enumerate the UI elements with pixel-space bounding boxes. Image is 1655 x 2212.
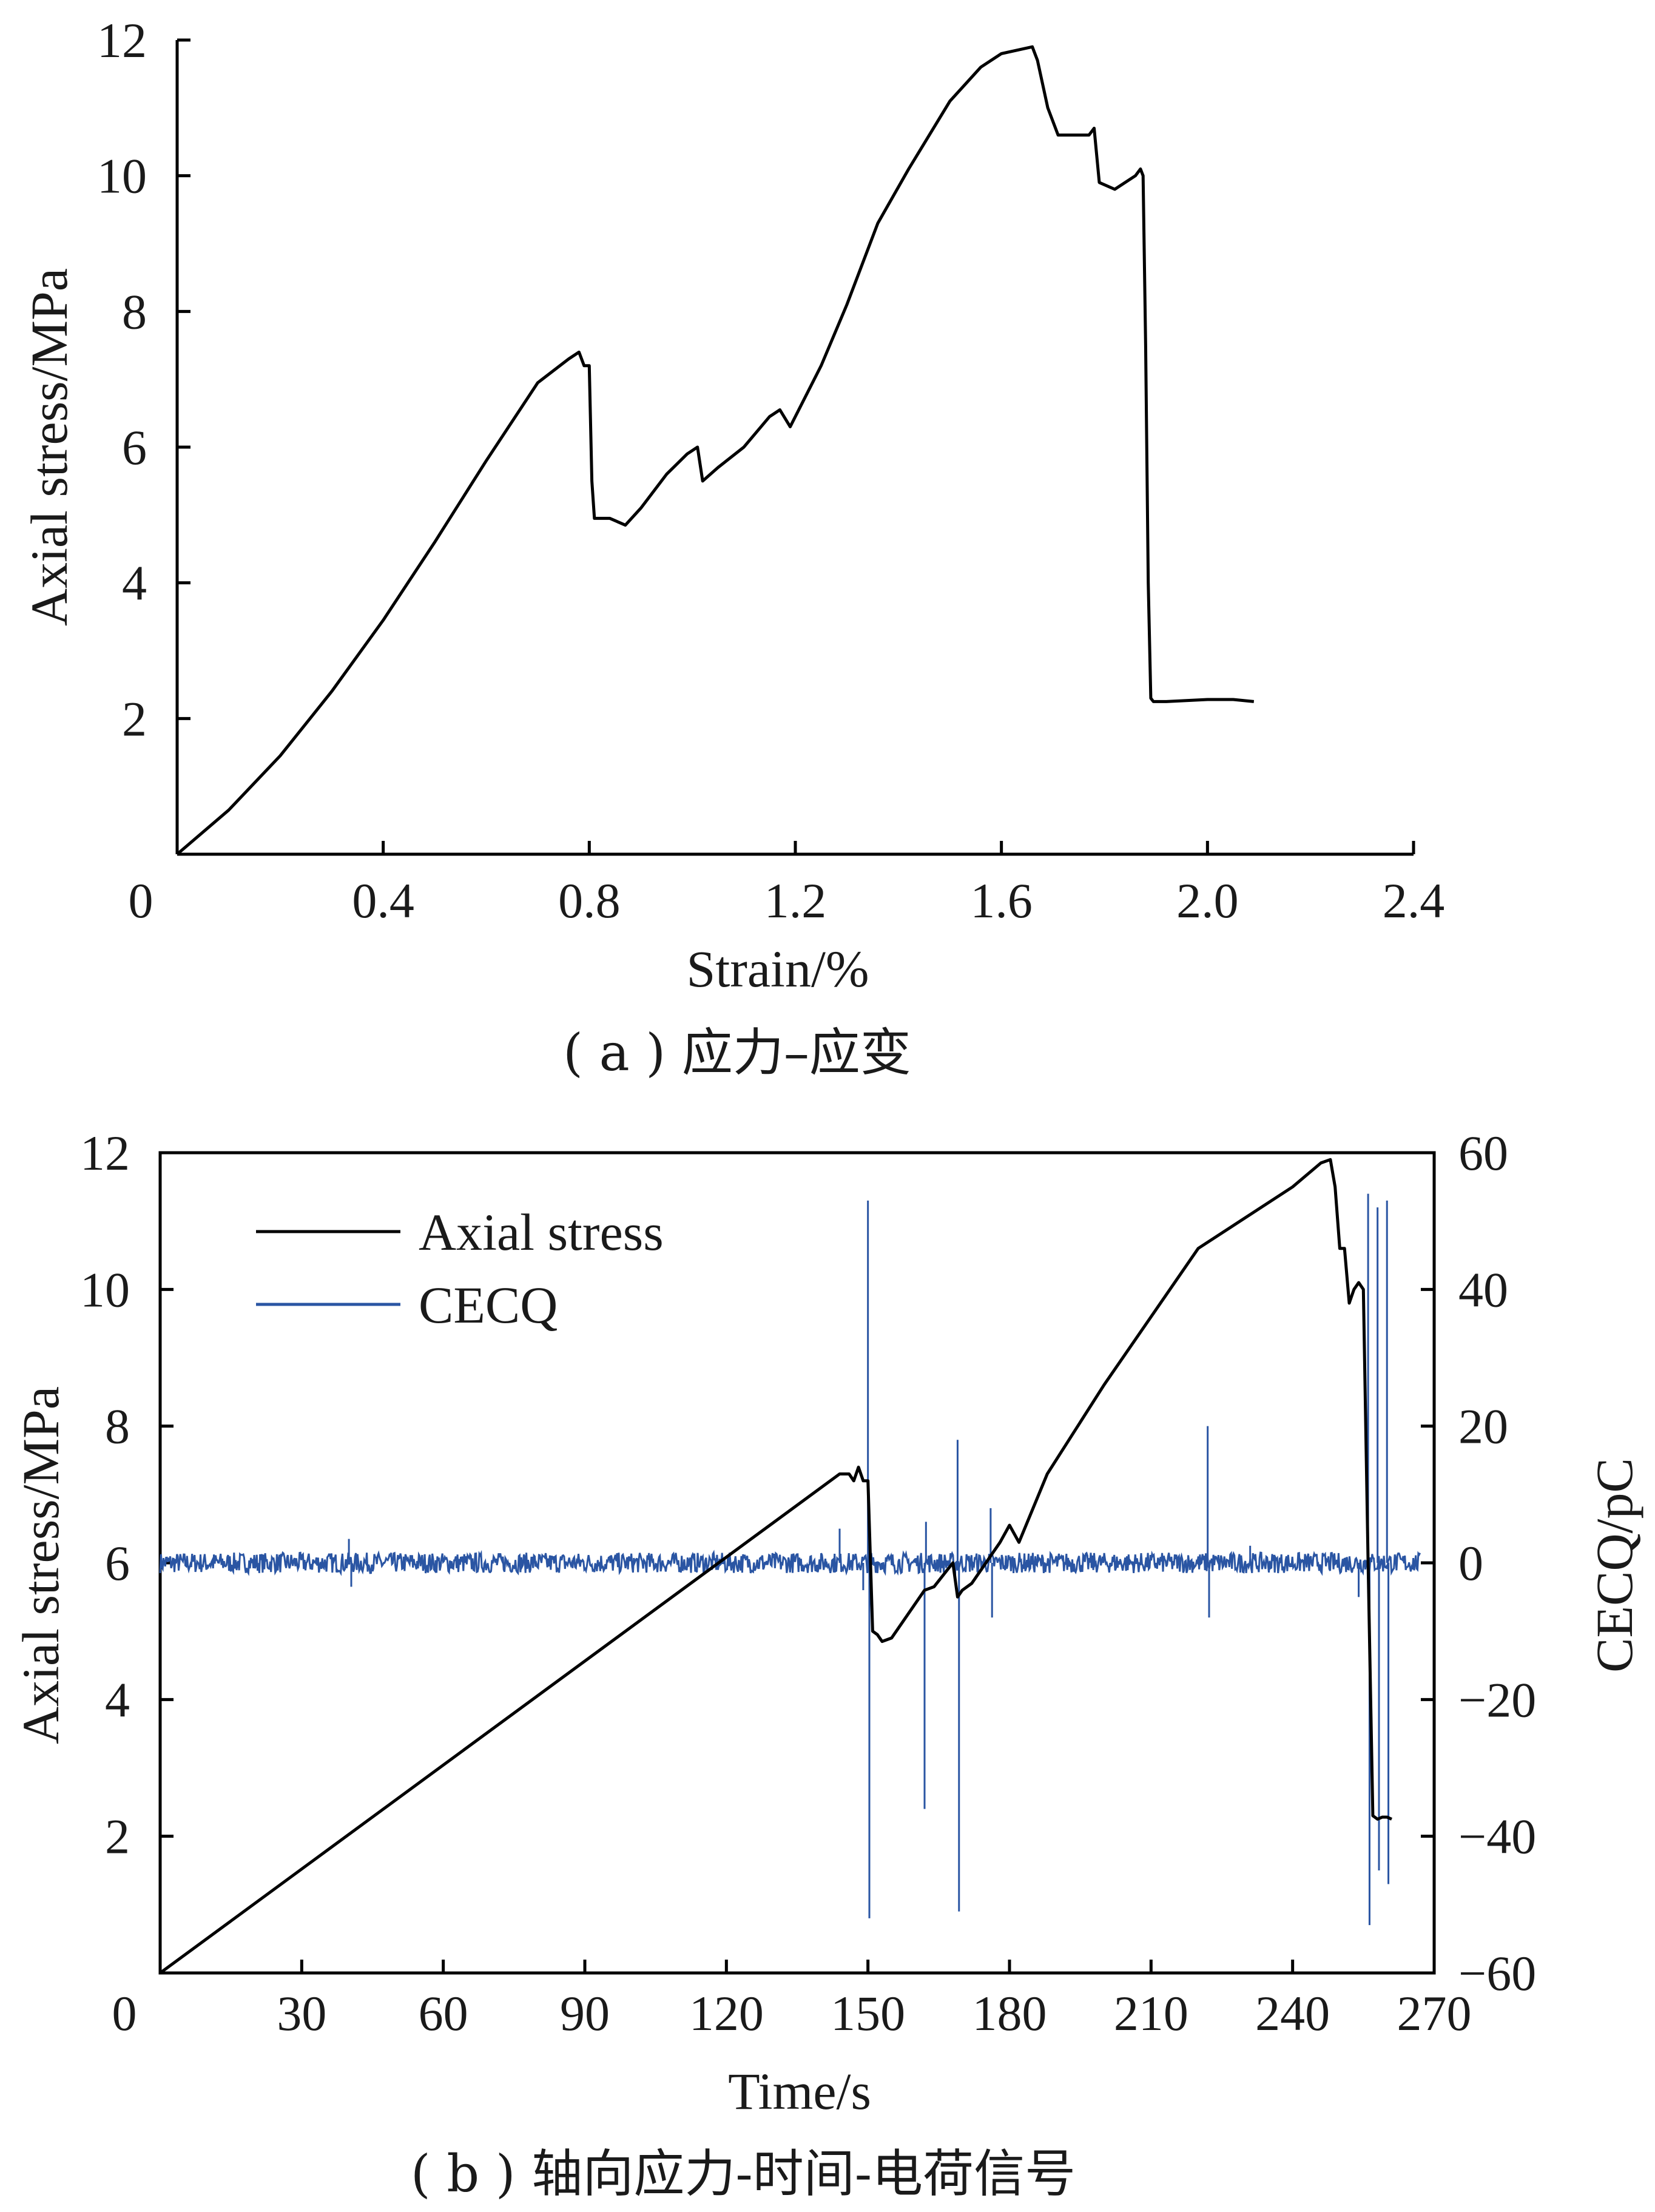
chart-b-right-y-tick-label: −20 bbox=[1458, 1672, 1536, 1727]
chart-b-left-y-axis-label: Axial stress/MPa bbox=[12, 1386, 70, 1744]
chart-b-right-y-tick-label: 40 bbox=[1458, 1262, 1508, 1317]
legend-label-axial-stress: Axial stress bbox=[419, 1203, 664, 1261]
chart-a-stress-strain-line bbox=[176, 45, 1255, 855]
chart-b-left-y-tick-label: 8 bbox=[105, 1399, 130, 1454]
chart-a-y-tick-label: 4 bbox=[122, 556, 147, 611]
chart-b-x-tick-label: 60 bbox=[419, 1986, 468, 2041]
chart-b-left-y-tick-label: 2 bbox=[105, 1809, 130, 1864]
chart-a-y-tick-label: 12 bbox=[97, 13, 147, 68]
chart-b-cecq-series bbox=[159, 1193, 1421, 1926]
chart-b-right-y-tick-label: 0 bbox=[1458, 1536, 1483, 1591]
chart-b-cecq-noise-line bbox=[159, 1549, 1421, 1576]
chart-b-left-y-tick-label: 10 bbox=[80, 1262, 130, 1317]
chart-b-caption: ( b ) 轴向应力-时间-电荷信号 bbox=[411, 2144, 1076, 2204]
chart-b-origin-label: 0 bbox=[112, 1986, 137, 2041]
chart-b-x-tick-label: 270 bbox=[1397, 1986, 1472, 2041]
chart-a-x-tick-label: 1.2 bbox=[764, 873, 827, 928]
chart-a-caption: ( a ) 应力–应变 bbox=[563, 1023, 911, 1082]
chart-b-ticks: 30 60 90 120 150 180 210 240 270 2 4 6 8 10 12 −60 −40 −2… bbox=[80, 1125, 1536, 2041]
chart-a-y-tick-label: 10 bbox=[97, 149, 147, 204]
chart-a-y-axis-label: Axial stress/MPa bbox=[20, 268, 78, 626]
chart-b-legend: Axial stress CECQ bbox=[256, 1203, 664, 1334]
chart-a-stress-strain: 0.4 0.8 1.2 1.6 2.0 2.4 2 4 6 8 10 12 0 Strain/% Ax… bbox=[20, 13, 1444, 1082]
chart-b-x-axis-label: Time/s bbox=[728, 2062, 871, 2120]
chart-b-axial-stress-line bbox=[159, 1158, 1392, 1975]
chart-a-x-tick-label: 2.0 bbox=[1176, 873, 1239, 928]
chart-b-x-tick-label: 240 bbox=[1255, 1986, 1330, 2041]
chart-a-x-tick-label: 1.6 bbox=[970, 873, 1033, 928]
chart-b-left-y-tick-label: 6 bbox=[105, 1536, 130, 1591]
chart-b-right-y-tick-label: −40 bbox=[1458, 1809, 1536, 1864]
chart-b-right-y-tick-label: 20 bbox=[1458, 1399, 1508, 1454]
chart-a-x-axis-label: Strain/% bbox=[687, 940, 869, 998]
chart-b-right-y-axis-label: CECQ/pC bbox=[1585, 1458, 1643, 1673]
chart-b-left-y-tick-label: 12 bbox=[80, 1125, 130, 1181]
chart-a-y-tick-label: 8 bbox=[122, 284, 147, 339]
chart-a-origin-label: 0 bbox=[129, 873, 153, 928]
chart-a-x-tick-label: 0.8 bbox=[558, 873, 621, 928]
chart-a-x-tick-label: 2.4 bbox=[1383, 873, 1445, 928]
chart-b-stress-time-charge: 30 60 90 120 150 180 210 240 270 2 4 6 8 10 12 −60 −40 −2… bbox=[12, 1125, 1643, 2204]
chart-b-x-tick-label: 150 bbox=[831, 1986, 905, 2041]
chart-b-right-y-tick-label: −60 bbox=[1458, 1946, 1536, 2001]
chart-b-x-tick-label: 90 bbox=[560, 1986, 610, 2041]
chart-b-right-y-tick-label: 60 bbox=[1458, 1125, 1508, 1181]
chart-b-x-tick-label: 30 bbox=[277, 1986, 326, 2041]
chart-a-x-tick-label: 0.4 bbox=[352, 873, 414, 928]
chart-b-x-tick-label: 210 bbox=[1114, 1986, 1188, 2041]
chart-a-y-tick-label: 6 bbox=[122, 420, 147, 475]
chart-b-x-tick-label: 180 bbox=[972, 1986, 1047, 2041]
chart-a-ticks: 0.4 0.8 1.2 1.6 2.0 2.4 2 4 6 8 10 12 bbox=[97, 13, 1444, 928]
legend-label-cecq: CECQ bbox=[419, 1276, 558, 1334]
chart-b-x-tick-label: 120 bbox=[689, 1986, 764, 2041]
chart-a-y-tick-label: 2 bbox=[122, 691, 147, 746]
chart-b-left-y-tick-label: 4 bbox=[105, 1672, 130, 1727]
